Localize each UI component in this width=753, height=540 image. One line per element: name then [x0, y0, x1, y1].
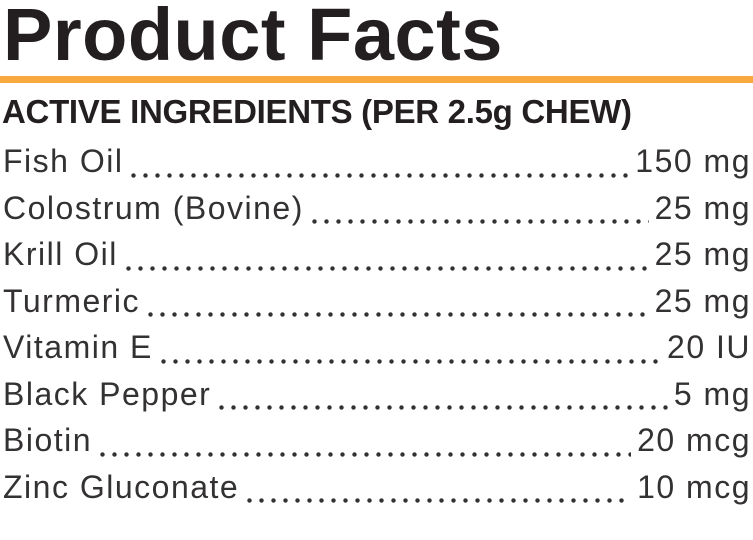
- ingredient-amount: 10 mcg: [637, 468, 751, 505]
- accent-divider: [0, 76, 753, 83]
- ingredient-name: Colostrum (Bovine): [3, 189, 304, 226]
- ingredient-name: Fish Oil: [3, 143, 124, 179]
- dotted-leader: [160, 358, 662, 364]
- ingredient-list: Fish Oil 150 mg Colostrum (Bovine) 25 mg…: [0, 143, 753, 515]
- ingredient-name: Black Pepper: [3, 375, 212, 412]
- ingredient-name: Zinc Gluconate: [3, 468, 240, 505]
- ingredient-amount: 25 mg: [654, 236, 751, 272]
- ingredient-row: Vitamin E 20 IU: [3, 329, 751, 376]
- dotted-leader: [131, 172, 630, 178]
- dotted-leader: [247, 498, 632, 503]
- ingredient-row: Turmeric 25 mg: [3, 283, 751, 330]
- dotted-leader: [100, 451, 632, 457]
- ingredient-name: Turmeric: [3, 282, 141, 319]
- page-title: Product Facts: [3, 0, 503, 76]
- ingredient-row: Fish Oil 150 mg: [3, 143, 751, 190]
- ingredient-row: Black Pepper 5 mg: [3, 376, 751, 423]
- ingredient-name: Krill Oil: [3, 236, 118, 272]
- ingredient-amount: 150 mg: [635, 143, 751, 179]
- ingredient-row: Krill Oil 25 mg: [3, 236, 751, 283]
- ingredient-row: Biotin 20 mcg: [3, 422, 751, 469]
- ingredient-amount: 25 mg: [654, 189, 751, 226]
- dotted-leader: [148, 312, 649, 317]
- dotted-leader: [311, 219, 649, 224]
- ingredient-amount: 20 IU: [667, 329, 751, 365]
- ingredient-amount: 20 mcg: [637, 422, 751, 458]
- active-ingredients-header: ACTIVE INGREDIENTS (PER 2.5g CHEW): [2, 93, 632, 130]
- ingredient-amount: 5 mg: [673, 375, 751, 412]
- ingredient-name: Biotin: [3, 422, 93, 458]
- dotted-leader: [125, 265, 649, 271]
- ingredient-row: Colostrum (Bovine) 25 mg: [3, 190, 751, 237]
- dotted-leader: [219, 405, 668, 410]
- ingredient-name: Vitamin E: [3, 329, 153, 365]
- ingredient-row: Zinc Gluconate 10 mcg: [3, 469, 751, 516]
- ingredient-amount: 25 mg: [654, 282, 751, 319]
